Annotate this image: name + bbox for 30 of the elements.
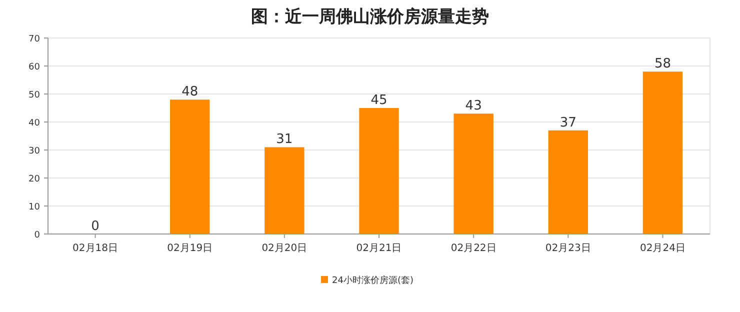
x-tick-label: 02月23日 [545,243,591,254]
chart-title: 图：近一周佛山涨价房源量走势 [251,7,489,27]
bar [264,147,304,234]
y-tick-label: 20 [28,174,40,184]
x-tick-label: 02月24日 [640,243,686,254]
y-tick-label: 10 [28,202,40,212]
x-tick-label: 02月21日 [356,243,402,254]
y-tick-label: 50 [28,90,40,100]
y-tick-label: 0 [34,230,40,240]
y-tick-label: 60 [28,62,40,72]
legend-label: 24小时涨价房源(套) [332,275,414,286]
data-label: 37 [560,115,576,130]
data-label: 45 [370,93,388,108]
data-label: 58 [654,56,671,72]
bar [642,72,683,234]
bar [548,130,588,234]
y-tick-label: 30 [28,146,40,156]
data-label: 0 [91,219,100,234]
x-tick-label: 02月20日 [262,243,308,254]
x-tick-label: 02月19日 [167,243,213,254]
y-tick-label: 40 [28,118,40,128]
bar [359,108,399,234]
bar [454,114,494,234]
x-tick-label: 02月22日 [450,243,496,254]
data-label: 31 [276,132,293,148]
bar [170,100,210,234]
y-tick-label: 70 [28,34,40,44]
data-label: 43 [465,98,482,114]
x-tick-label: 02月18日 [72,243,118,254]
data-label: 48 [182,84,198,100]
